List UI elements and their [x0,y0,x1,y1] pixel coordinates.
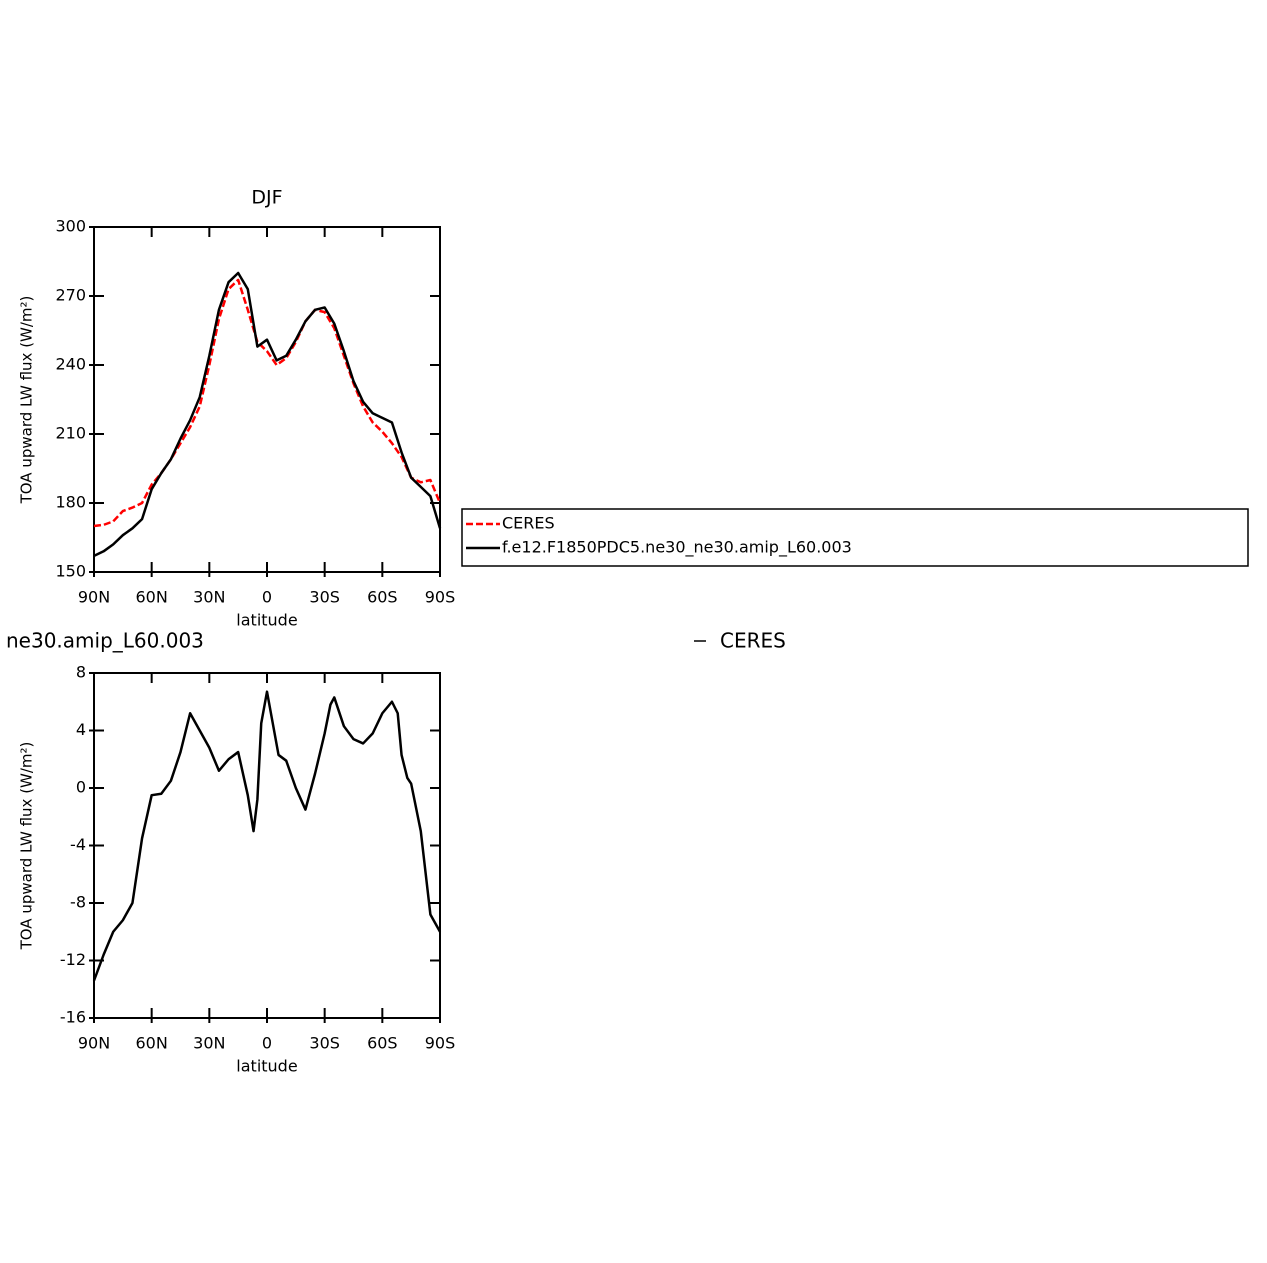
x-tick-label: 60S [367,588,398,607]
x-tick-label: 90S [425,588,456,607]
y-tick-label: 180 [55,493,86,512]
x-tick-label: 60S [367,1034,398,1053]
series-line [93,278,442,528]
y-tick-label: 240 [55,355,86,374]
legend-label: f.e12.F1850PDC5.ne30_ne30.amip_L60.003 [502,538,852,558]
chart-title: DJF [251,187,282,209]
x-tick-label: 60N [136,588,168,607]
y-tick-label: -16 [60,1008,86,1027]
x-tick-label: 30N [193,588,225,607]
x-tick-label: 60N [136,1034,168,1053]
x-tick-label: 0 [262,1034,272,1053]
x-tick-label: 90N [78,588,110,607]
x-tick-label: 30S [309,1034,340,1053]
y-tick-label: -8 [70,893,86,912]
plot-frame [93,226,441,573]
x-tick-label: 30N [193,1034,225,1053]
y-tick-label: 270 [55,286,86,305]
x-tick-label: 0 [262,588,272,607]
legend-label: CERES [502,514,555,533]
plot-frame [93,672,441,1019]
y-tick-label: 300 [55,217,86,236]
y-tick-label: 150 [55,562,86,581]
y-tick-label: 8 [76,663,86,682]
legend-box [461,508,1249,567]
x-axis-label: latitude [236,1057,297,1076]
x-tick-label: 30S [309,588,340,607]
y-tick-label: 4 [76,720,86,739]
series-line [92,690,442,982]
chart-title: ne30.amip_L60.003 [6,629,204,653]
y-tick-label: 210 [55,424,86,443]
y-tick-label: -4 [70,835,86,854]
y-tick-label: 0 [76,778,86,797]
y-axis-label: TOA upward LW flux (W/m²) [18,296,36,505]
x-axis-label: latitude [236,611,297,630]
x-tick-label: 90S [425,1034,456,1053]
y-tick-label: -12 [60,950,86,969]
right-title: CERES [720,629,786,653]
x-tick-label: 90N [78,1034,110,1053]
y-axis-label: TOA upward LW flux (W/m²) [18,742,36,951]
series-line [93,271,442,558]
